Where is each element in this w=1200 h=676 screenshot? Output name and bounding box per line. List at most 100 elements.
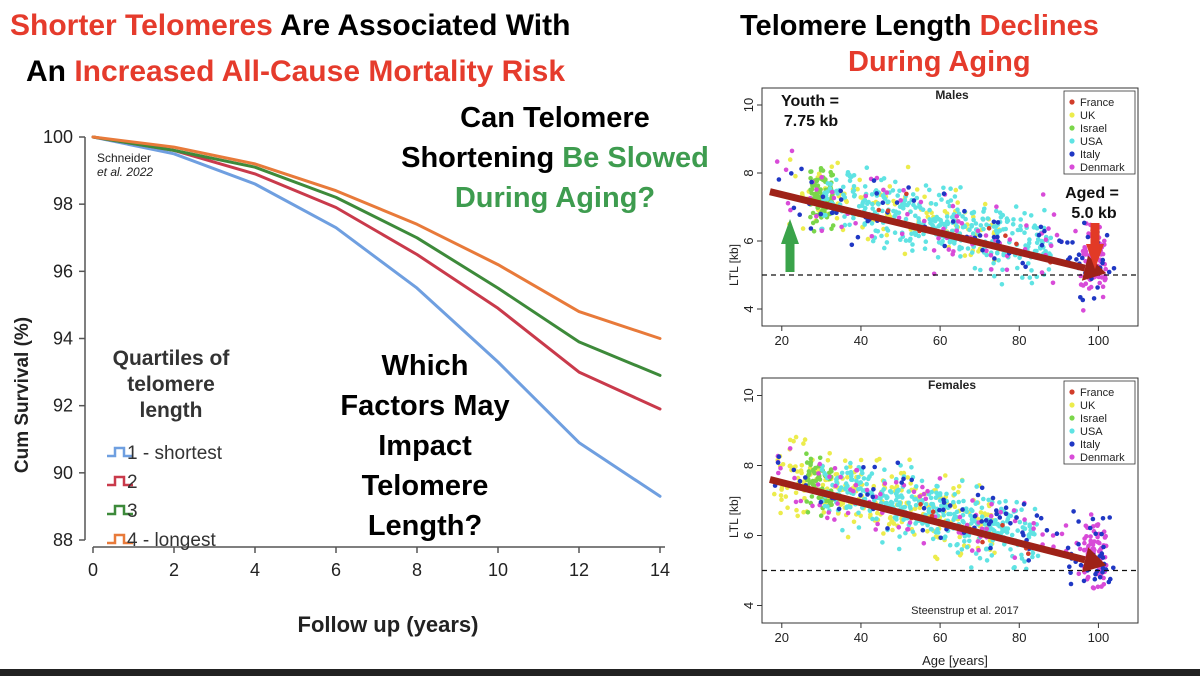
scatter-point-uk <box>934 556 940 562</box>
x-tick-label: 80 <box>1012 630 1026 645</box>
scatter-point-italy <box>789 171 794 176</box>
scatter-point-usa <box>893 497 899 503</box>
males-title: Males <box>935 88 969 102</box>
scatter-point-usa <box>1028 213 1034 218</box>
scatter-point-uk <box>922 194 927 200</box>
scatter-point-denmark <box>789 148 795 154</box>
scatter-point-italy <box>972 513 978 519</box>
scatter-point-italy <box>829 210 835 216</box>
scatter-point-italy <box>1068 581 1074 587</box>
scatter-point-usa <box>863 205 868 211</box>
scatter-point-usa <box>969 565 974 570</box>
scatter-point-usa <box>995 231 1000 236</box>
scatter-point-usa <box>933 495 939 500</box>
scatter-point-usa <box>958 185 963 190</box>
scatter-point-denmark <box>1050 533 1056 538</box>
scatter-point-usa <box>952 511 957 517</box>
scatter-point-uk <box>907 457 912 462</box>
scatter-point-usa <box>979 505 985 511</box>
scatter-point-denmark <box>816 471 821 476</box>
scatter-point-denmark <box>921 541 927 546</box>
scatter-point-usa <box>882 245 887 251</box>
bottom-rule <box>0 669 1200 676</box>
scatter-point-denmark <box>814 214 819 219</box>
scatter-point-usa <box>936 192 942 198</box>
scatter-point-italy <box>858 493 863 498</box>
scatter-point-usa <box>862 184 868 189</box>
legend-label-france: France <box>1080 97 1114 109</box>
females-scatter-chart: 20 40 60 80 100 4 6 8 10 Females LTL [kb] Age [y… <box>727 377 1139 668</box>
scatter-point-uk <box>951 486 956 491</box>
scatter-point-italy <box>909 477 914 483</box>
scatter-point-usa <box>882 467 887 472</box>
legend-dot-israel <box>1069 415 1075 421</box>
question2-line4: Telomere <box>361 470 489 502</box>
scatter-point-italy <box>997 515 1003 520</box>
scatter-point-italy <box>1106 269 1112 275</box>
scatter-point-denmark <box>984 526 989 532</box>
scatter-point-usa <box>945 220 951 226</box>
scatter-point-italy <box>947 503 953 508</box>
scatter-point-italy <box>797 478 803 484</box>
scatter-point-usa <box>1001 252 1006 258</box>
scatter-point-italy <box>995 234 1000 240</box>
scatter-point-usa <box>859 203 865 208</box>
scatter-point-usa <box>1032 223 1038 228</box>
scatter-point-italy <box>975 492 981 498</box>
scatter-point-usa <box>1048 235 1054 241</box>
scatter-point-italy <box>855 234 861 240</box>
scatter-point-usa <box>851 215 856 221</box>
scatter-point-italy <box>776 177 782 182</box>
scatter-point-usa <box>960 214 965 219</box>
females-annotations <box>762 476 1138 573</box>
scatter-point-usa <box>872 498 877 503</box>
scatter-point-italy <box>1097 554 1102 559</box>
scatter-point-denmark <box>923 496 929 502</box>
scatter-point-usa <box>923 239 929 244</box>
scatter-point-usa <box>913 484 919 489</box>
y-tick-label: 6 <box>741 532 756 539</box>
scatter-point-italy <box>776 454 782 459</box>
scatter-point-denmark <box>1103 266 1108 272</box>
scatter-point-usa <box>851 173 857 178</box>
scatter-point-italy <box>988 519 994 524</box>
scatter-point-usa <box>935 255 941 260</box>
scatter-point-italy <box>911 198 917 203</box>
scatter-point-usa <box>959 547 965 552</box>
scatter-point-uk <box>908 481 913 486</box>
scatter-point-italy <box>818 211 824 217</box>
legend-dot-denmark <box>1069 454 1075 460</box>
scatter-point-usa <box>848 460 853 466</box>
scatter-point-uk <box>799 463 805 468</box>
scatter-point-uk <box>848 464 853 469</box>
scatter-point-italy <box>870 494 876 500</box>
scatter-point-italy <box>895 460 901 466</box>
scatter-point-italy <box>1095 285 1100 290</box>
scatter-point-usa <box>938 217 943 223</box>
scatter-point-usa <box>920 207 926 212</box>
scatter-point-uk <box>845 475 850 480</box>
scatter-point-denmark <box>783 167 789 173</box>
scatter-point-usa <box>883 501 888 506</box>
females-y-label: LTL [kb] <box>727 496 741 538</box>
scatter-point-usa <box>856 474 861 480</box>
y-tick-label: 88 <box>53 530 73 550</box>
scatter-point-italy <box>885 526 890 531</box>
scatter-point-usa <box>865 201 870 206</box>
scatter-point-italy <box>775 460 781 465</box>
scatter-point-italy <box>941 500 947 505</box>
scatter-point-denmark <box>1100 284 1106 289</box>
scatter-point-denmark <box>1088 512 1094 517</box>
scatter-point-denmark <box>848 487 853 492</box>
scatter-point-usa <box>860 470 865 476</box>
scatter-point-uk <box>887 515 893 521</box>
scatter-point-france <box>1014 241 1019 247</box>
legend-dot-italy <box>1069 441 1075 447</box>
scatter-point-denmark <box>815 482 821 487</box>
scatter-point-usa <box>827 186 833 191</box>
aged-label-line1: Aged = <box>1065 185 1119 202</box>
scatter-point-italy <box>1034 513 1040 518</box>
scatter-point-uk <box>827 451 832 456</box>
scatter-point-denmark <box>778 465 783 471</box>
scatter-point-usa <box>1014 499 1019 505</box>
